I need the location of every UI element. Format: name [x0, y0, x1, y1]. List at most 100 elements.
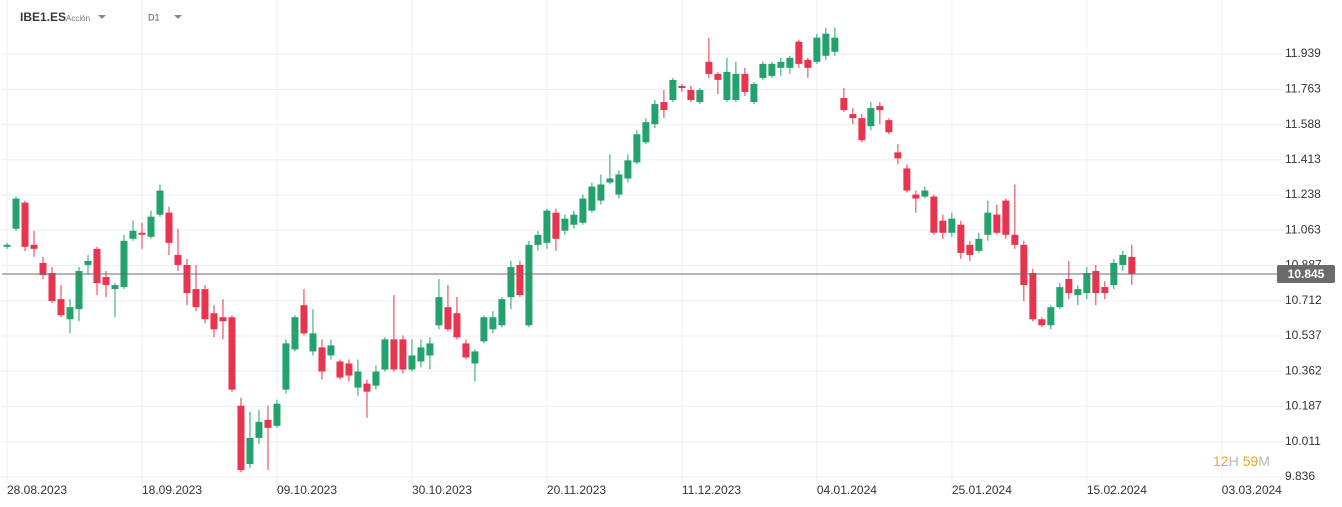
candle-body — [246, 437, 254, 465]
candle-body — [651, 104, 659, 125]
candle-body — [129, 230, 137, 239]
candle-body — [822, 33, 830, 56]
x-tick-label: 03.03.2024 — [1222, 483, 1282, 497]
x-tick-label: 04.01.2024 — [817, 483, 877, 497]
last-price-box — [1277, 265, 1335, 284]
candle-body — [786, 57, 794, 68]
candle-body — [336, 361, 344, 378]
candle-body — [921, 190, 929, 197]
candle-body — [111, 285, 119, 290]
candle-body — [1101, 287, 1109, 294]
candle-body — [561, 218, 569, 231]
candle-body — [876, 106, 884, 111]
countdown-minutes: 59 — [1243, 453, 1259, 469]
candle-body — [174, 254, 182, 265]
candle-body — [804, 59, 812, 68]
candle-body — [795, 41, 803, 64]
x-tick-label: 18.09.2023 — [142, 483, 202, 497]
y-tick-label: 10.011 — [1285, 434, 1321, 448]
candle-body — [930, 196, 938, 233]
candle-body — [678, 85, 686, 88]
candle-body — [381, 339, 389, 370]
candle-body — [282, 343, 290, 390]
candle-body — [813, 37, 821, 62]
candle-body — [300, 305, 308, 334]
candle-body — [1020, 244, 1028, 286]
candle-body — [588, 186, 596, 211]
candle-body — [705, 61, 713, 74]
candle-body — [975, 238, 983, 251]
candle-body — [183, 264, 191, 294]
candle-body — [570, 214, 578, 225]
candle-body — [984, 212, 992, 235]
candle-body — [903, 168, 911, 191]
candle-body — [615, 174, 623, 195]
candle-body — [57, 299, 65, 316]
candle-body — [219, 317, 227, 322]
candle-body — [228, 317, 236, 390]
y-tick-label: 11.763 — [1285, 82, 1321, 96]
candle-body — [723, 71, 731, 101]
candle-body — [957, 224, 965, 253]
candle-body — [165, 212, 173, 243]
candle-body — [480, 317, 488, 342]
y-tick-label: 11.939 — [1285, 46, 1321, 60]
candle-body — [696, 89, 704, 103]
candle-body — [777, 61, 785, 68]
candle-body — [660, 102, 668, 111]
candle-body — [1092, 270, 1100, 294]
x-tick-label: 15.02.2024 — [1087, 483, 1147, 497]
candle-body — [210, 313, 218, 330]
y-tick-label: 10.537 — [1285, 328, 1322, 342]
candle-body — [426, 343, 434, 356]
candle-body — [885, 120, 893, 133]
candle-body — [1119, 254, 1127, 265]
candle-body — [543, 210, 551, 243]
candle-body — [156, 190, 164, 215]
candle-body — [741, 73, 749, 92]
candle-body — [552, 212, 560, 239]
candle-body — [579, 198, 587, 223]
x-tick-label: 28.08.2023 — [7, 483, 67, 497]
y-tick-label: 11.238 — [1285, 187, 1321, 201]
instrument-kind: Acción — [66, 14, 90, 23]
candle-body — [273, 403, 281, 426]
candle-body — [1128, 256, 1136, 275]
candle-body — [399, 339, 407, 370]
x-tick-label: 11.12.2023 — [682, 483, 741, 497]
y-tick-label: 10.362 — [1285, 363, 1322, 377]
timeframe[interactable]: D1 — [148, 12, 160, 22]
candle-body — [948, 218, 956, 233]
x-tick-label: 30.10.2023 — [412, 483, 472, 497]
countdown-minutes-unit: M — [1258, 453, 1270, 469]
candle-body — [147, 216, 155, 237]
candle-body — [966, 244, 974, 255]
y-tick-label: 10.712 — [1285, 293, 1322, 307]
symbol-dropdown[interactable] — [98, 15, 106, 19]
x-tick-label: 25.01.2024 — [952, 483, 1012, 497]
candle-body — [624, 160, 632, 179]
candle-body — [120, 240, 128, 288]
last-price-label: 10.845 — [1288, 267, 1325, 281]
candle-body — [768, 63, 776, 76]
countdown-hours: 12 — [1213, 453, 1229, 469]
candle-body — [75, 270, 83, 310]
candle-body — [750, 83, 758, 103]
timeframe-dropdown[interactable] — [174, 15, 182, 19]
candle-body — [372, 371, 380, 386]
candle-body — [291, 317, 299, 350]
candle-body — [939, 220, 947, 233]
candle-body — [1083, 272, 1091, 294]
candle-body — [363, 383, 371, 392]
candle-body — [759, 63, 767, 78]
y-tick-label: 11.063 — [1285, 222, 1321, 236]
candle-body — [237, 405, 245, 471]
candle-body — [30, 244, 38, 249]
candle-body — [894, 152, 902, 159]
candle-body — [453, 313, 461, 338]
candle-body — [525, 244, 533, 326]
candle-body — [93, 248, 101, 284]
candle-body — [516, 264, 524, 296]
y-tick-label: 11.588 — [1285, 117, 1321, 131]
candle-body — [3, 244, 11, 247]
